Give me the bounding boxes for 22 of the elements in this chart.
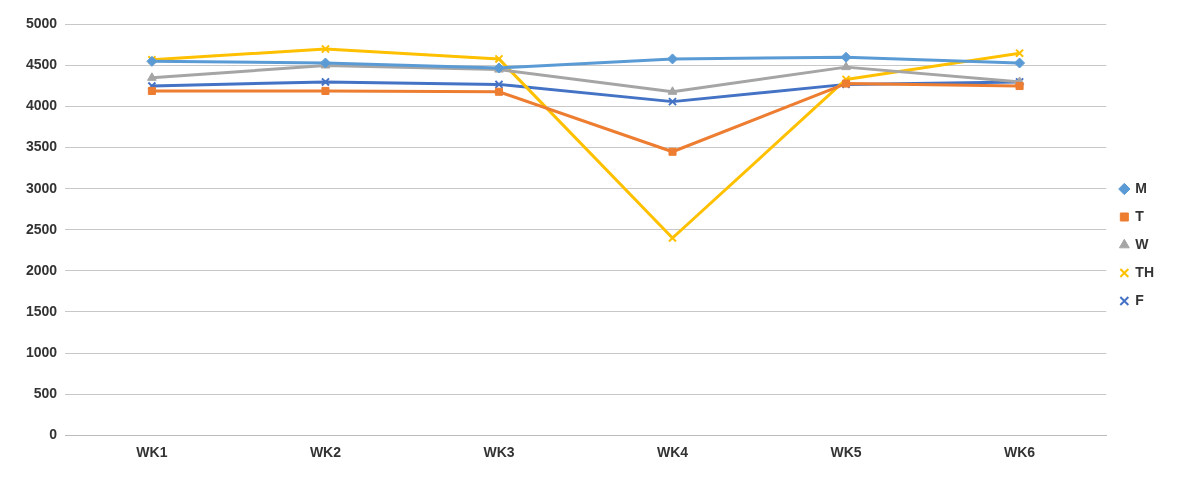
y-tick-label: 4000 — [25, 97, 58, 114]
y-tick-label: 3000 — [25, 179, 58, 196]
y-tick-label: 2000 — [25, 261, 58, 278]
x-tick-label: WK4 — [656, 444, 689, 461]
legend-label: F — [1135, 291, 1145, 308]
y-tick-label: 0 — [49, 426, 58, 443]
y-tick-label: 4500 — [25, 56, 58, 73]
y-tick-label: 1000 — [25, 343, 58, 360]
legend-label: T — [1135, 207, 1145, 224]
y-tick-label: 500 — [33, 384, 58, 401]
y-tick-label: 1500 — [25, 302, 58, 319]
x-tick-label: WK3 — [483, 444, 515, 461]
x-tick-label: WK6 — [1004, 444, 1036, 461]
legend-label: TH — [1135, 263, 1155, 280]
x-tick-label: WK1 — [136, 444, 168, 461]
legend-label: W — [1135, 235, 1150, 252]
y-tick-label: 5000 — [25, 15, 58, 32]
x-tick-label: WK2 — [309, 444, 342, 461]
legend-label: M — [1135, 179, 1148, 196]
y-tick-label: 2500 — [25, 220, 58, 237]
x-tick-label: WK5 — [830, 444, 862, 461]
y-tick-label: 3500 — [25, 138, 58, 155]
